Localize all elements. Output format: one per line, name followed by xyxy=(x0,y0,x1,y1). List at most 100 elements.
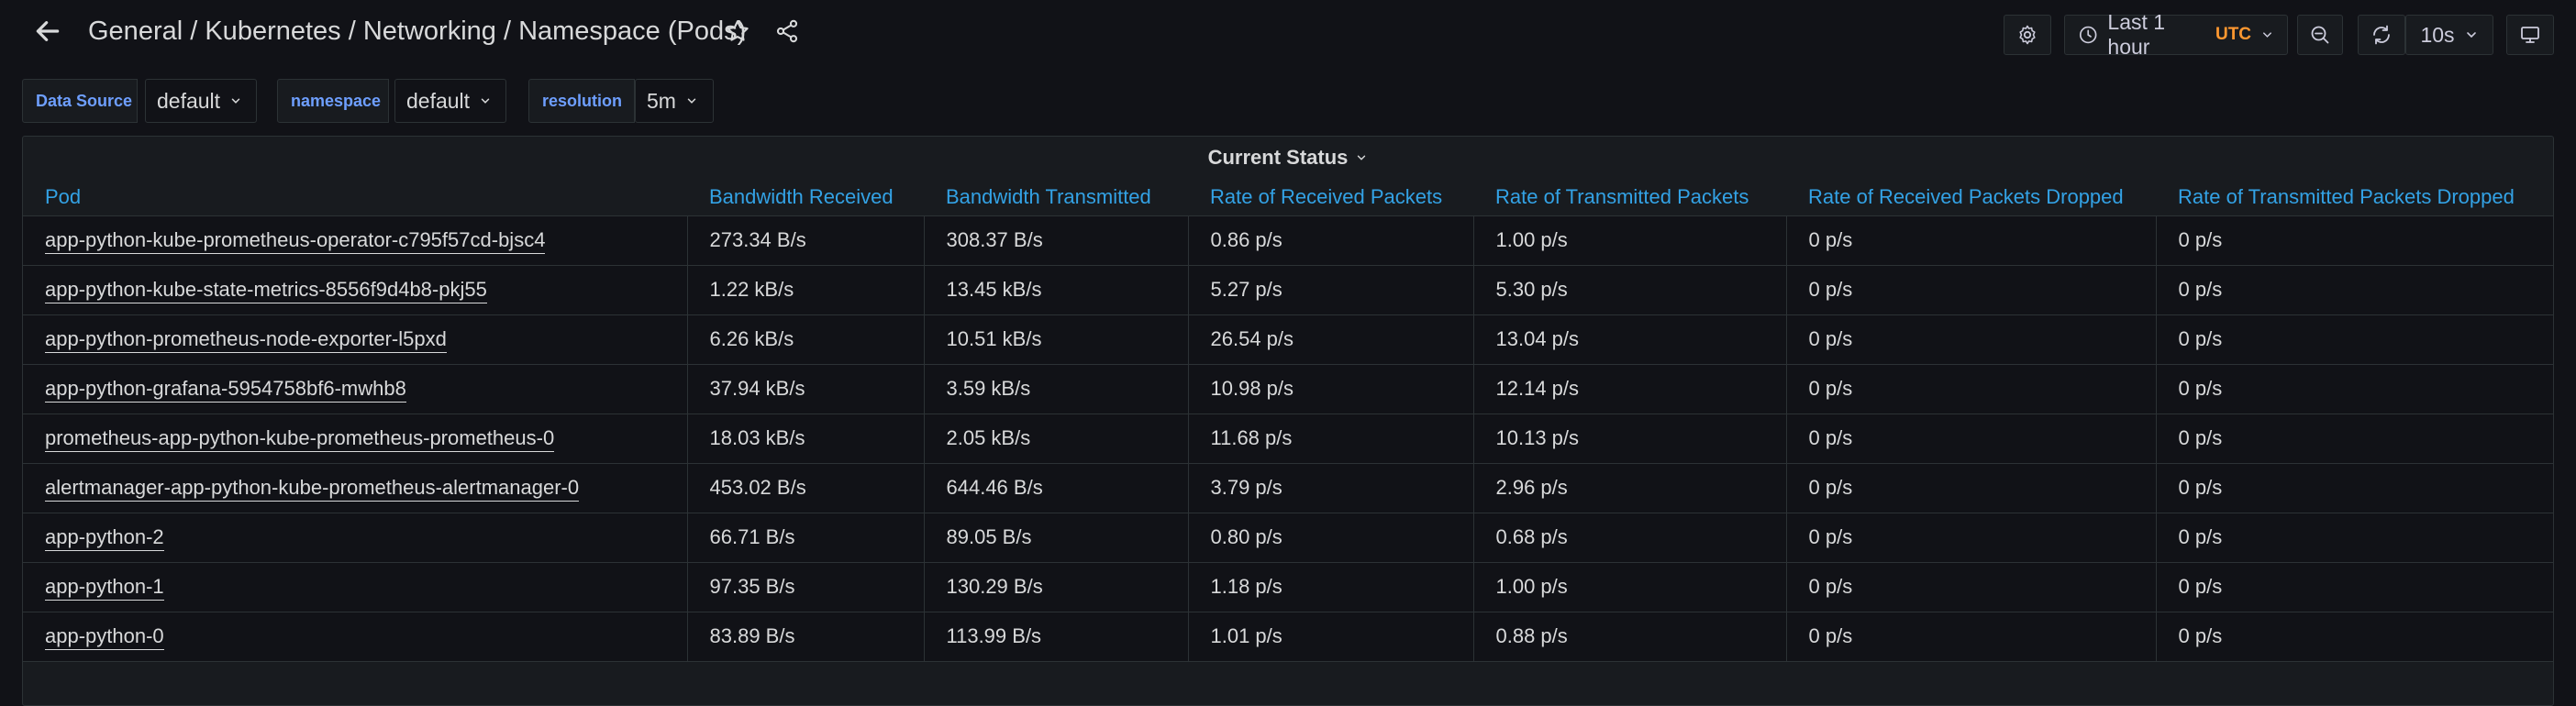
metric-cell: 0 p/s xyxy=(2156,414,2553,464)
panel-header[interactable]: Current Status xyxy=(23,137,2553,179)
metric-cell: 0 p/s xyxy=(2156,265,2553,315)
table-row: app-python-prometheus-node-exporter-l5px… xyxy=(23,314,2553,365)
dashboard-breadcrumb: General / Kubernetes / Networking / Name… xyxy=(88,17,746,47)
monitor-icon xyxy=(2521,27,2539,43)
pod-cell: app-python-0 xyxy=(23,612,688,662)
metric-cell: 1.00 p/s xyxy=(1473,215,1787,266)
chevron-down-icon xyxy=(687,98,696,104)
metric-cell: 1.18 p/s xyxy=(1188,562,1474,612)
metric-cell: 308.37 B/s xyxy=(924,215,1189,266)
metric-cell: 0 p/s xyxy=(1786,364,2157,414)
metric-cell: 0 p/s xyxy=(1786,612,2157,662)
resolution-value: 5m xyxy=(647,88,676,113)
column-header[interactable]: Rate of Received Packets Dropped xyxy=(1786,179,2156,216)
chevron-down-icon xyxy=(2263,32,2272,38)
column-header[interactable]: Pod xyxy=(23,179,687,216)
table-row: app-python-kube-state-metrics-8556f9d4b8… xyxy=(23,265,2553,315)
column-header[interactable]: Rate of Received Packets xyxy=(1188,179,1473,216)
zoom-out-button[interactable] xyxy=(2297,15,2343,55)
table-row: app-python-grafana-5954758bf6-mwhb8 37.94… xyxy=(23,364,2553,414)
pod-link[interactable]: app-python-2 xyxy=(45,525,164,551)
column-header[interactable]: Bandwidth Transmitted xyxy=(924,179,1188,216)
metric-cell: 18.03 kB/s xyxy=(687,414,925,464)
metric-cell: 0 p/s xyxy=(2156,513,2553,563)
breadcrumb-folder[interactable]: General xyxy=(88,17,183,46)
table-row: app-python-2 66.71 B/s 89.05 B/s 0.80 p/s 0.… xyxy=(23,513,2553,563)
refresh-button[interactable] xyxy=(2358,15,2405,55)
metric-cell: 0 p/s xyxy=(2156,612,2553,662)
pod-link[interactable]: alertmanager-app-python-kube-prometheus-… xyxy=(45,476,580,502)
refresh-interval-label: 10s xyxy=(2420,22,2455,47)
metric-cell: 0 p/s xyxy=(1786,562,2157,612)
pod-cell: app-python-grafana-5954758bf6-mwhb8 xyxy=(23,364,688,414)
pod-link[interactable]: prometheus-app-python-kube-prometheus-pr… xyxy=(45,426,555,452)
table-row: alertmanager-app-python-kube-prometheus-… xyxy=(23,463,2553,513)
chevron-down-icon xyxy=(2466,32,2476,39)
namespace-value: default xyxy=(406,88,471,113)
pod-cell: app-python-1 xyxy=(23,562,688,612)
metric-cell: 13.04 p/s xyxy=(1473,314,1787,365)
pod-link[interactable]: app-python-kube-state-metrics-8556f9d4b8… xyxy=(45,278,487,303)
metric-cell: 5.30 p/s xyxy=(1473,265,1787,315)
pod-link[interactable]: app-python-grafana-5954758bf6-mwhb8 xyxy=(45,377,406,403)
metric-cell: 11.68 p/s xyxy=(1188,414,1474,464)
column-header[interactable]: Rate of Transmitted Packets Dropped xyxy=(2156,179,2553,216)
column-header[interactable]: Bandwidth Received xyxy=(687,179,924,216)
table-row: app-python-kube-prometheus-operator-c795… xyxy=(23,215,2553,266)
metric-cell: 130.29 B/s xyxy=(924,562,1189,612)
variable-label-namespace: namespace xyxy=(277,79,389,123)
pods-table: Pod Bandwidth Received Bandwidth Transmitt… xyxy=(23,179,2553,662)
metric-cell: 0 p/s xyxy=(2156,314,2553,365)
breadcrumb-separator: / xyxy=(183,17,205,46)
metric-cell: 0 p/s xyxy=(1786,265,2157,315)
time-range-picker[interactable]: Last 1 hour UTC xyxy=(2064,10,2288,59)
metric-cell: 12.14 p/s xyxy=(1473,364,1787,414)
pod-cell: app-python-prometheus-node-exporter-l5px… xyxy=(23,314,688,365)
metric-cell: 273.34 B/s xyxy=(687,215,925,266)
metric-cell: 2.96 p/s xyxy=(1473,463,1787,513)
metric-cell: 0 p/s xyxy=(1786,314,2157,365)
star-button[interactable] xyxy=(721,15,754,48)
dashboard-settings-button[interactable] xyxy=(2004,15,2051,55)
back-button[interactable] xyxy=(26,13,70,50)
metric-cell: 1.01 p/s xyxy=(1188,612,1474,662)
star-icon xyxy=(727,20,749,41)
clock-icon xyxy=(2079,26,2097,44)
datasource-value: default xyxy=(157,88,221,113)
refresh-interval-picker[interactable]: 10s xyxy=(2405,15,2493,55)
pod-cell: prometheus-app-python-kube-prometheus-pr… xyxy=(23,414,688,464)
metric-cell: 13.45 kB/s xyxy=(924,265,1189,315)
pod-link[interactable]: app-python-kube-prometheus-operator-c795… xyxy=(45,228,546,254)
top-navbar: General / Kubernetes / Networking / Name… xyxy=(0,0,2576,70)
metric-cell: 0 p/s xyxy=(2156,215,2553,266)
panel-title: Current Status xyxy=(1207,146,1349,169)
metric-cell: 3.59 kB/s xyxy=(924,364,1189,414)
metric-cell: 0.88 p/s xyxy=(1473,612,1787,662)
pod-link[interactable]: app-python-0 xyxy=(45,624,164,650)
metric-cell: 644.46 B/s xyxy=(924,463,1189,513)
kiosk-mode-button[interactable] xyxy=(2506,15,2554,55)
column-header[interactable]: Rate of Transmitted Packets xyxy=(1473,179,1786,216)
table-header-row: Pod Bandwidth Received Bandwidth Transmitt… xyxy=(23,179,2553,216)
metric-cell: 0 p/s xyxy=(2156,364,2553,414)
datasource-select[interactable]: default xyxy=(145,79,257,123)
namespace-select[interactable]: default xyxy=(394,79,506,123)
chevron-down-icon xyxy=(231,98,240,104)
pod-cell: app-python-kube-state-metrics-8556f9d4b8… xyxy=(23,265,688,315)
table-body: app-python-kube-prometheus-operator-c795… xyxy=(23,215,2553,662)
metric-cell: 0.68 p/s xyxy=(1473,513,1787,563)
metric-cell: 10.98 p/s xyxy=(1188,364,1474,414)
pod-link[interactable]: app-python-1 xyxy=(45,575,164,601)
metric-cell: 83.89 B/s xyxy=(687,612,925,662)
share-button[interactable] xyxy=(771,15,804,48)
resolution-select[interactable]: 5m xyxy=(635,79,714,123)
share-icon xyxy=(776,19,798,43)
time-range-label: Last 1 hour xyxy=(2107,10,2166,59)
metric-cell: 1.22 kB/s xyxy=(687,265,925,315)
pod-link[interactable]: app-python-prometheus-node-exporter-l5px… xyxy=(45,327,447,353)
metric-cell: 0 p/s xyxy=(1786,513,2157,563)
metric-cell: 89.05 B/s xyxy=(924,513,1189,563)
metric-cell: 1.00 p/s xyxy=(1473,562,1787,612)
metric-cell: 0.86 p/s xyxy=(1188,215,1474,266)
dashboard-title[interactable]: Kubernetes / Networking / Namespace (Pod… xyxy=(205,17,747,46)
